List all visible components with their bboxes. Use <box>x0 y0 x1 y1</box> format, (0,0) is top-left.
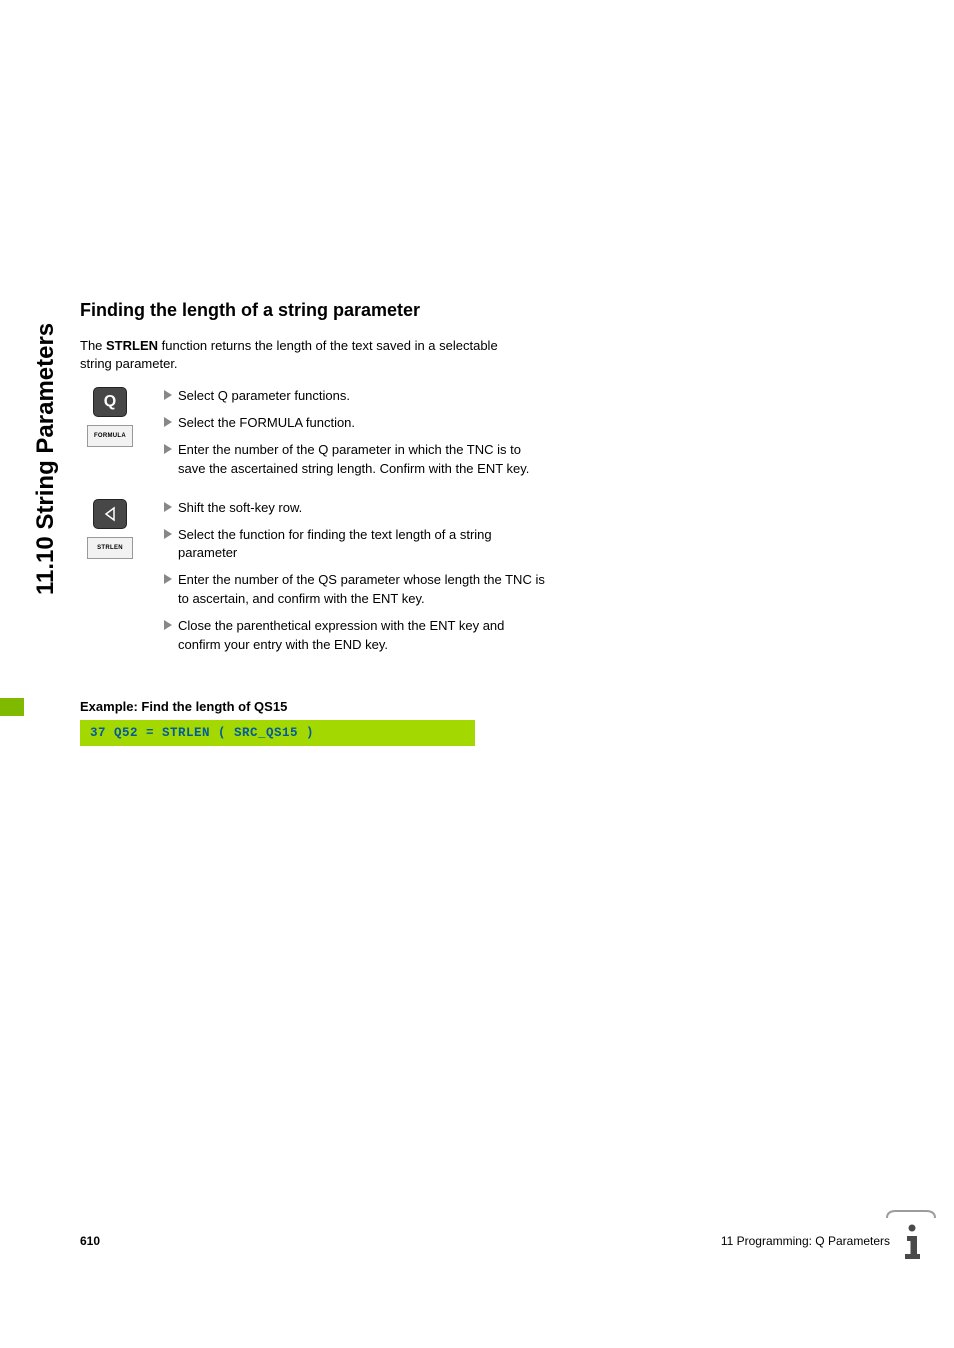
page-edge-marker <box>0 698 24 716</box>
bullet-triangle-icon <box>164 390 172 400</box>
sidebar-section-title: 11.10 String Parameters <box>26 295 66 595</box>
step-text: Enter the number of the QS parameter who… <box>178 571 550 609</box>
triangle-left-icon <box>102 506 118 522</box>
step-text: Enter the number of the Q parameter in w… <box>178 441 550 479</box>
step-item: Select the function for finding the text… <box>164 526 550 564</box>
step-text: Select the function for finding the text… <box>178 526 550 564</box>
button-group-1: Q FORMULA <box>80 387 140 447</box>
bullet-triangle-icon <box>164 620 172 630</box>
step-text: Select Q parameter functions. <box>178 387 350 406</box>
q-parameter-button[interactable]: Q <box>93 387 127 417</box>
step-text: Shift the soft-key row. <box>178 499 302 518</box>
step-item: Shift the soft-key row. <box>164 499 550 518</box>
step-item: Enter the number of the QS parameter who… <box>164 571 550 609</box>
chapter-label: 11 Programming: Q Parameters <box>721 1234 890 1248</box>
example-label: Example: Find the length of QS15 <box>80 699 890 714</box>
formula-softkey[interactable]: FORMULA <box>87 425 133 447</box>
bullet-triangle-icon <box>164 417 172 427</box>
step-item: Enter the number of the Q parameter in w… <box>164 441 550 479</box>
intro-paragraph: The STRLEN function returns the length o… <box>80 337 520 373</box>
strlen-softkey[interactable]: STRLEN <box>87 537 133 559</box>
bullet-triangle-icon <box>164 502 172 512</box>
step-item: Select the FORMULA function. <box>164 414 550 433</box>
page-footer: 610 11 Programming: Q Parameters <box>80 1234 890 1248</box>
bullet-triangle-icon <box>164 574 172 584</box>
page-number: 610 <box>80 1234 100 1248</box>
section-heading: Finding the length of a string parameter <box>80 300 890 321</box>
step-list-2: Shift the soft-key row. Select the funct… <box>164 499 550 663</box>
step-list-1: Select Q parameter functions. Select the… <box>164 387 550 486</box>
code-example: 37 Q52 = STRLEN ( SRC_QS15 ) <box>80 720 475 746</box>
bullet-triangle-icon <box>164 444 172 454</box>
step-text: Select the FORMULA function. <box>178 414 355 433</box>
info-icon <box>886 1210 936 1266</box>
step-item: Close the parenthetical expression with … <box>164 617 550 655</box>
step-item: Select Q parameter functions. <box>164 387 550 406</box>
step-text: Close the parenthetical expression with … <box>178 617 550 655</box>
shift-left-button[interactable] <box>93 499 127 529</box>
intro-bold: STRLEN <box>106 338 158 353</box>
button-group-2: STRLEN <box>80 499 140 559</box>
bullet-triangle-icon <box>164 529 172 539</box>
main-content: Finding the length of a string parameter… <box>80 300 890 746</box>
intro-prefix: The <box>80 338 106 353</box>
